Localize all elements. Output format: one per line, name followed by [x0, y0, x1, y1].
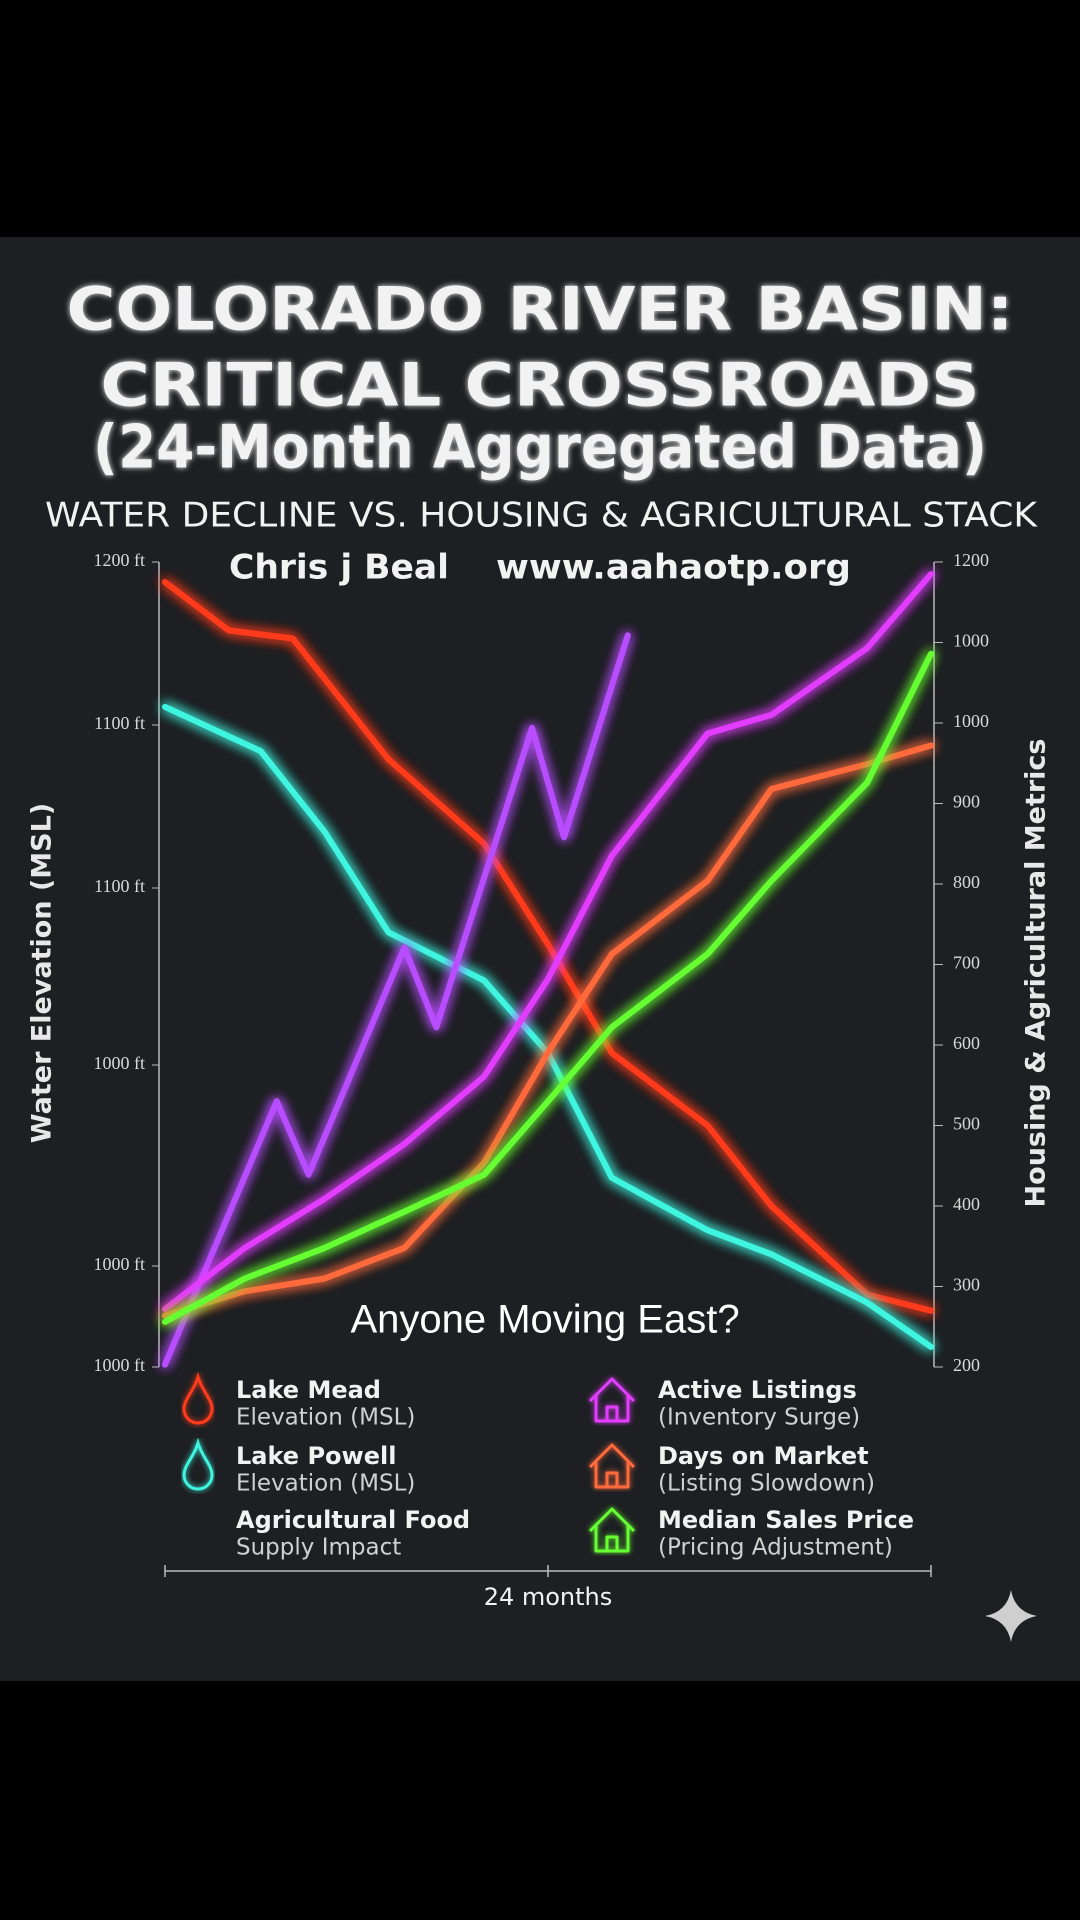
- legend-label: Active Listings: [658, 1376, 857, 1404]
- legend-item: Days on Market(Listing Slowdown): [588, 1442, 875, 1497]
- y2-tick-label: 1000: [953, 631, 989, 651]
- y-tick-label: 1100 ft: [94, 876, 145, 896]
- legend-description: Elevation (MSL): [236, 1471, 415, 1497]
- legend-label: Lake Powell: [236, 1442, 396, 1470]
- website: www.aahaotp.org: [496, 548, 851, 588]
- subtitle: WATER DECLINE VS. HOUSING & AGRICULTURAL…: [45, 496, 1039, 536]
- y2-tick-label: 600: [953, 1033, 980, 1053]
- y-tick-label: 1000 ft: [94, 1355, 146, 1375]
- y2-tick-label: 800: [953, 872, 980, 892]
- y-tick-label: 1100 ft: [94, 713, 145, 733]
- legend-icon: [182, 1437, 214, 1491]
- legend-icon: [182, 1371, 214, 1425]
- y-tick-label: 1200 ft: [94, 550, 146, 570]
- y-axis-label: Water Elevation (MSL): [27, 803, 58, 1143]
- legend-icon: [588, 1377, 636, 1423]
- legend-description: Supply Impact: [236, 1535, 401, 1561]
- y2-tick-label: 200: [953, 1355, 980, 1375]
- legend-item: Median Sales Price(Pricing Adjustment): [588, 1506, 914, 1561]
- legend-label: Lake Mead: [236, 1376, 381, 1404]
- legend-description: (Pricing Adjustment): [658, 1535, 893, 1561]
- y2-tick-label: 1000: [953, 711, 989, 731]
- title-line: (24-Month Aggregated Data): [93, 413, 987, 483]
- chart-panel: [0, 237, 1080, 1681]
- series-line: [162, 579, 934, 1314]
- y2-axis-label: Housing & Agricultural Metrics: [1021, 739, 1052, 1208]
- y2-tick-label: 300: [953, 1275, 980, 1295]
- caption: Anyone Moving East?: [350, 1298, 739, 1342]
- x-axis-label: 24 months: [484, 1583, 613, 1611]
- legend-icon: [588, 1443, 636, 1489]
- y-tick-label: 1000 ft: [94, 1254, 146, 1274]
- legend-description: Elevation (MSL): [236, 1405, 415, 1431]
- legend-icon: [588, 1507, 636, 1553]
- legend-description: (Inventory Surge): [658, 1405, 860, 1431]
- legend-label: Agricultural Food: [236, 1506, 470, 1534]
- y2-tick-label: 700: [953, 953, 980, 973]
- legend-item: Active Listings(Inventory Surge): [588, 1376, 860, 1431]
- y2-tick-label: 900: [953, 792, 980, 812]
- y2-tick-label: 1200: [953, 550, 989, 570]
- legend-label: Days on Market: [658, 1442, 869, 1470]
- y-tick-label: 1000 ft: [94, 1053, 146, 1073]
- series-line: [162, 632, 631, 1368]
- title-line: CRITICAL CROSSROADS: [101, 351, 980, 421]
- sparkle-icon: [985, 1590, 1037, 1642]
- legend-label: Median Sales Price: [658, 1506, 914, 1534]
- series-line: [162, 742, 934, 1319]
- y2-tick-label: 500: [953, 1114, 980, 1134]
- legend-description: (Listing Slowdown): [658, 1471, 875, 1497]
- title-line: COLORADO RIVER BASIN:: [67, 275, 1014, 345]
- author: Chris j Beal: [229, 548, 449, 588]
- y2-tick-label: 400: [953, 1194, 980, 1214]
- series-line: [162, 650, 934, 1325]
- series-line: [162, 571, 934, 1312]
